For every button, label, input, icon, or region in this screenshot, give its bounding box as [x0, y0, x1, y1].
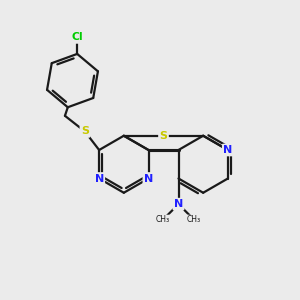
Text: N: N — [174, 199, 183, 209]
Text: CH₃: CH₃ — [156, 215, 170, 224]
Text: N: N — [223, 145, 232, 155]
Text: Cl: Cl — [71, 32, 83, 42]
Text: N: N — [94, 173, 104, 184]
Text: CH₃: CH₃ — [187, 215, 201, 224]
Text: S: S — [160, 131, 167, 141]
Text: S: S — [81, 127, 89, 136]
Text: N: N — [144, 173, 153, 184]
